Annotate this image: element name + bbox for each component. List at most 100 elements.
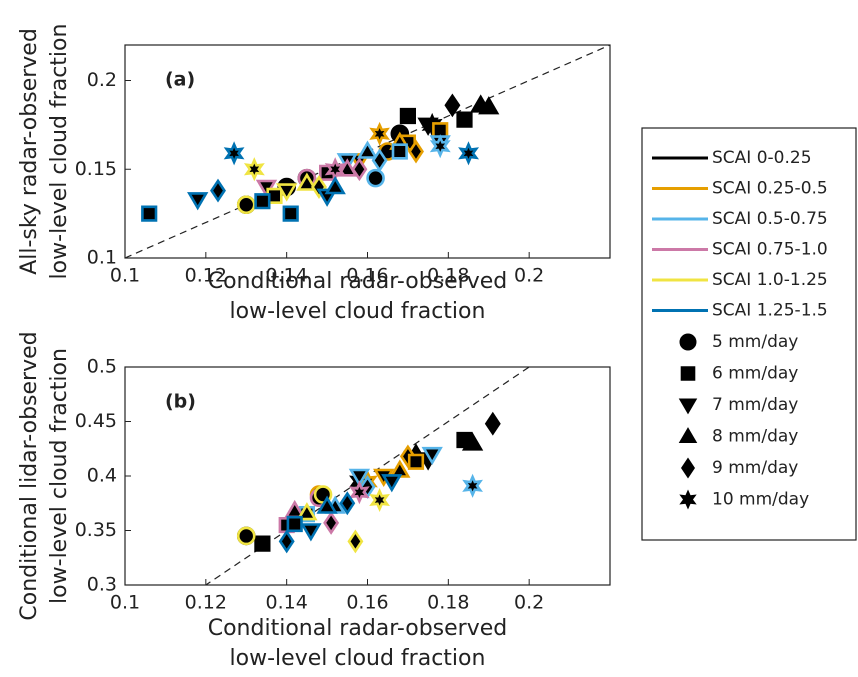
x-axis-label: low-level cloud fraction [230,299,486,324]
legend-marker [679,333,697,351]
legend-label: 9 mm/day [712,458,798,478]
y-tick-label: 0.3 [87,574,117,596]
y-tick-label: 0.4 [87,465,117,487]
point [484,411,501,436]
legend-marker [679,489,697,510]
point [311,175,327,199]
point [316,495,338,514]
y-tick-label: 0.45 [75,410,117,432]
legend-label: 6 mm/day [712,364,798,384]
x-axis-label: Conditional radar-observed [208,616,508,641]
point [408,139,424,164]
legend-label: SCAI 1.25-1.5 [712,301,828,321]
point [141,205,158,222]
point [461,432,484,451]
legend-label: SCAI 0.25-0.5 [712,179,828,199]
point [300,523,322,542]
x-tick-label: 0.2 [514,265,544,287]
point [369,487,390,513]
point [371,148,388,173]
legend-label: SCAI 0.75-1.0 [712,240,828,260]
legend-label: 10 mm/day [712,490,809,510]
legend-marker [680,366,696,381]
point [366,168,385,188]
point [296,172,318,191]
x-tick-label: 0.14 [266,592,308,614]
point [243,157,265,182]
legend-marker [680,457,696,479]
point [282,205,299,222]
x-tick-label: 0.12 [185,265,227,287]
x-tick-label: 0.2 [514,592,544,614]
point [391,143,408,160]
panel-label: (a) [165,69,195,91]
legend-label: SCAI 0-0.25 [712,148,812,168]
point [458,141,480,166]
point [421,446,443,466]
y-tick-label: 0.35 [75,519,117,541]
legend-label: 5 mm/day [712,332,798,352]
x-tick-label: 0.18 [427,265,469,287]
axes-box [124,366,611,586]
x-axis-label: low-level cloud fraction [230,646,486,671]
x-tick-label: 0.14 [266,265,308,287]
point [339,491,356,516]
point [399,444,416,469]
point [399,107,416,125]
point [296,502,318,521]
point [369,121,390,146]
y-axis-label: low-level cloud fraction [47,24,72,280]
y-tick-label: 0.15 [75,158,117,180]
axes-box [124,44,611,259]
point [478,96,500,115]
point [429,134,451,159]
point [336,158,358,177]
y-tick-label: 0.2 [87,69,117,91]
point [347,529,364,554]
point [236,526,256,546]
point [278,529,295,554]
legend-box [641,127,857,541]
legend-marker [678,427,698,443]
legend-label: 7 mm/day [712,395,798,415]
point [444,93,461,118]
point [254,535,271,552]
point [187,192,209,211]
panel: 0.1 0.12 0.14 0.16 0.18 0.2 0.3 0.35 0.4 0.45 0.5 (… [17,331,611,671]
point [349,480,370,505]
point [286,515,303,533]
legend-label: SCAI 1.0-1.25 [712,270,828,290]
x-tick-label: 0.12 [185,592,227,614]
point [236,195,256,214]
x-axis-label: Conditional radar-observed [208,269,508,294]
y-axis-label: All-sky radar-observed [17,28,42,275]
y-tick-label: 0.5 [87,356,117,378]
point [407,453,425,470]
legend-label: 8 mm/day [712,427,798,447]
point [456,111,473,128]
x-tick-label: 0.18 [427,592,469,614]
point [254,193,271,210]
point [348,468,371,487]
point [223,141,245,166]
x-tick-label: 0.1 [110,265,140,287]
point [381,474,403,493]
point [323,510,340,535]
y-axis-label: low-level cloud fraction [47,348,72,604]
legend-label: SCAI 0.5-0.75 [712,209,828,229]
panel: 0.1 0.12 0.14 0.16 0.18 0.2 0.1 0.15 0.2 (a) Condi… [17,24,611,324]
x-tick-label: 0.16 [346,592,388,614]
y-axis-label: Conditional lidar-observed [17,331,42,620]
panel-label: (b) [165,391,196,413]
x-tick-label: 0.16 [346,265,388,287]
point [462,473,483,498]
point [356,140,379,159]
point [351,157,368,182]
point [324,176,346,195]
x-tick-label: 0.1 [110,592,140,614]
point [276,183,298,202]
y-tick-label: 0.1 [87,247,117,269]
point [210,178,226,203]
legend-marker [678,398,698,415]
